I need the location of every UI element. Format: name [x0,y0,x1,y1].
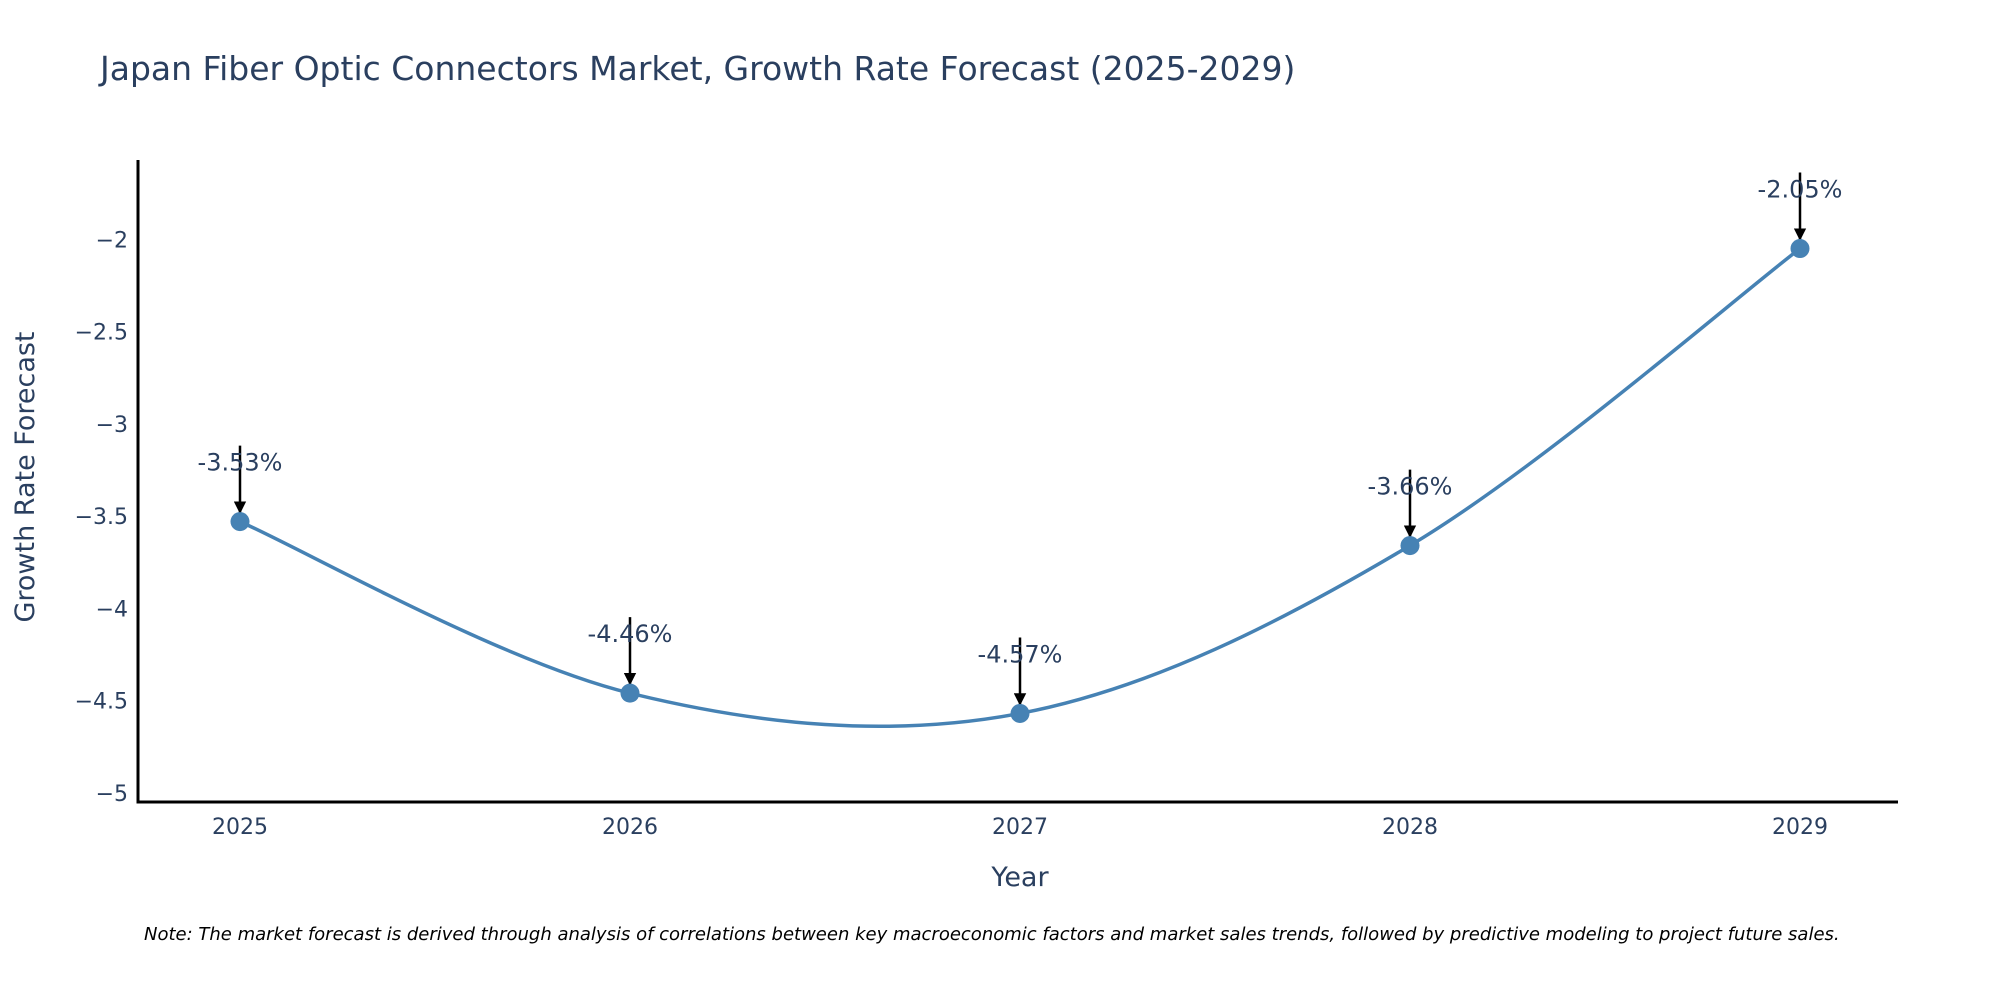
y-tick-label: −3 [96,413,128,438]
y-tick-label: −5 [96,782,128,807]
data-point [1400,536,1420,556]
annotations: -3.53% -4.46% -4.57% -3.66% -2.05% [198,172,1843,706]
data-markers [230,239,1810,723]
data-label: -4.46% [588,620,673,648]
x-tick-label: 2028 [1382,815,1438,840]
x-tick-label: 2027 [992,815,1048,840]
data-point [1010,703,1030,723]
y-tick-label: −2.5 [75,321,128,346]
data-point [620,683,640,703]
y-axis-ticks: −2 −2.5 −3 −3.5 −4 −4.5 −5 [75,228,128,806]
data-label: -3.53% [198,449,283,477]
y-axis-title: Growth Rate Forecast [10,331,41,622]
data-label: -3.66% [1368,473,1453,501]
data-point [1790,239,1810,259]
x-tick-label: 2029 [1772,815,1828,840]
x-axis-ticks: 2025 2026 2027 2028 2029 [212,815,1828,840]
x-axis-title: Year [990,862,1049,893]
footnote: Note: The market forecast is derived thr… [144,924,1840,945]
y-tick-label: −3.5 [75,505,128,530]
data-label: -4.57% [978,640,1063,668]
data-label: -2.05% [1758,176,1843,204]
x-tick-label: 2025 [212,815,268,840]
x-tick-label: 2026 [602,815,658,840]
series-line [239,247,1802,729]
data-point [230,512,250,532]
chart-title: Japan Fiber Optic Connectors Market, Gro… [98,49,1295,88]
y-tick-label: −4.5 [75,690,128,715]
y-tick-label: −4 [96,597,128,622]
y-tick-label: −2 [96,228,128,253]
